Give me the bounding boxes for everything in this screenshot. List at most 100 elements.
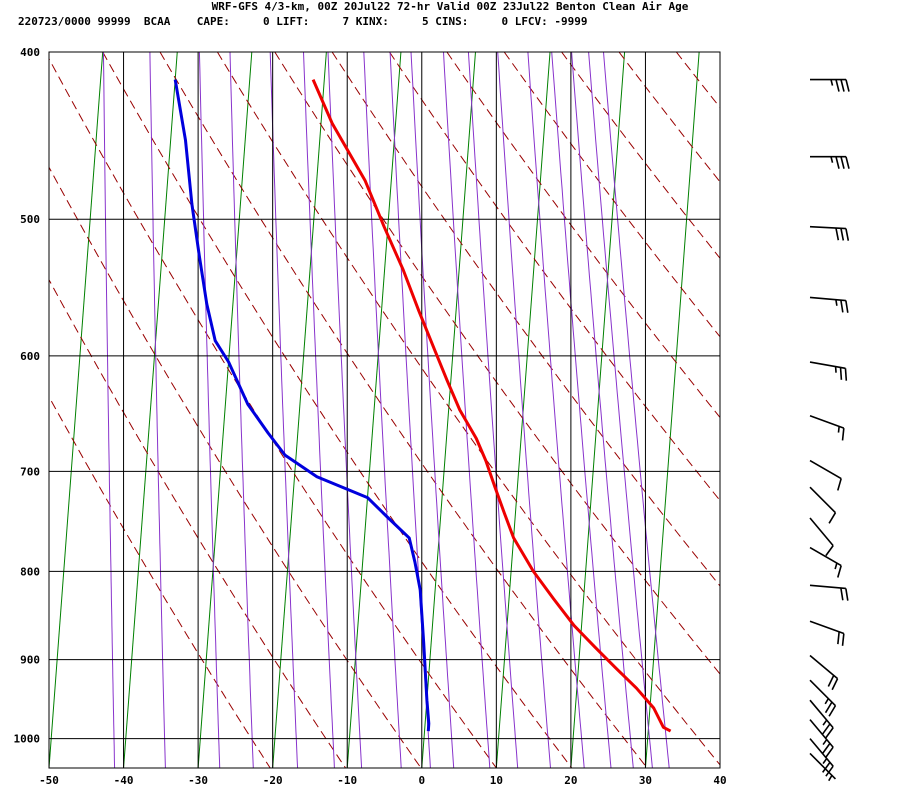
wind-barb-half-feather bbox=[830, 79, 834, 86]
x-tick-label: 10 bbox=[490, 774, 503, 787]
wind-barb-feather bbox=[837, 565, 842, 578]
isotherm-line bbox=[719, 761, 720, 768]
wind-barb-staff bbox=[809, 620, 845, 635]
plot-frame bbox=[48, 51, 721, 769]
isotherm-line bbox=[123, 52, 178, 768]
dry-adiabat-line bbox=[446, 52, 720, 419]
mixing-ratio-line bbox=[588, 52, 653, 768]
mixing-ratio-line bbox=[603, 52, 670, 768]
x-tick-label: -30 bbox=[188, 774, 208, 787]
mixing-ratio-line bbox=[443, 52, 491, 768]
background-lines bbox=[49, 52, 900, 768]
x-tick-label: -10 bbox=[337, 774, 357, 787]
y-tick-label: 900 bbox=[20, 654, 40, 667]
x-tick-label: -50 bbox=[39, 774, 59, 787]
mixing-ratio-line bbox=[571, 52, 634, 768]
mixing-ratio-line bbox=[551, 52, 612, 768]
wind-barb-half-feather bbox=[834, 562, 838, 570]
wind-barb-feather bbox=[845, 156, 850, 169]
grid bbox=[48, 51, 721, 769]
x-tick-label: -20 bbox=[263, 774, 283, 787]
wind-barb-staff bbox=[809, 699, 834, 729]
dry-adiabat-line bbox=[675, 52, 720, 109]
dry-adiabat-line bbox=[618, 52, 720, 183]
wind-barb-feather bbox=[845, 588, 849, 601]
wind-barb bbox=[809, 486, 837, 524]
mixing-ratio-line bbox=[303, 52, 335, 768]
x-tick-label: 30 bbox=[639, 774, 652, 787]
wind-barb-feather bbox=[822, 761, 831, 773]
wind-barb bbox=[809, 415, 845, 441]
wind-barb-staff bbox=[809, 738, 834, 767]
mixing-ratio-line bbox=[198, 52, 221, 768]
wind-barb-feather bbox=[840, 79, 845, 92]
wind-barb-feather bbox=[828, 705, 837, 717]
wind-barb-feather bbox=[835, 156, 840, 169]
wind-barb-feather bbox=[831, 678, 839, 691]
isotherm-line bbox=[421, 52, 476, 768]
wind-barb bbox=[809, 361, 848, 381]
isotherm-line bbox=[570, 52, 626, 768]
wind-barb bbox=[809, 752, 837, 782]
wind-barb-feather bbox=[841, 428, 845, 441]
y-tick-label: 700 bbox=[20, 465, 40, 478]
wind-barb-staff bbox=[809, 584, 846, 590]
wind-barb-feather bbox=[845, 228, 850, 241]
y-tick-label: 500 bbox=[20, 213, 40, 226]
wind-barb-half-feather bbox=[828, 774, 833, 782]
dry-adiabat-line bbox=[331, 52, 720, 587]
mixing-ratio-line bbox=[363, 52, 402, 768]
x-tick-label: 0 bbox=[418, 774, 425, 787]
wind-barb-staff bbox=[809, 459, 842, 480]
y-tick-label: 800 bbox=[20, 565, 40, 578]
x-tick-label: 20 bbox=[564, 774, 577, 787]
wind-barb-half-feather bbox=[830, 156, 834, 163]
wind-barb-half-feather bbox=[822, 758, 828, 765]
wind-barb-feather bbox=[825, 746, 834, 758]
dry-adiabat-line bbox=[791, 52, 900, 768]
isotherm-line bbox=[869, 52, 900, 768]
wind-barb-half-feather bbox=[822, 739, 828, 746]
isotherm-line bbox=[495, 52, 551, 768]
wind-barb-feather bbox=[825, 545, 834, 557]
y-tick-label: 400 bbox=[20, 46, 40, 59]
wind-barb-staff bbox=[809, 296, 846, 302]
wind-barb bbox=[809, 620, 845, 646]
mixing-ratio-line bbox=[327, 52, 363, 768]
wind-barb-feather bbox=[835, 227, 840, 241]
y-tick-label: 600 bbox=[20, 350, 40, 363]
wind-barb-staff bbox=[809, 546, 842, 567]
isotherm-line bbox=[272, 52, 327, 768]
mixing-ratio-line bbox=[102, 52, 116, 768]
mixing-ratio-line bbox=[149, 52, 166, 768]
isotherm-line bbox=[346, 52, 402, 768]
chart-title: WRF-GFS 4/3-km, 00Z 20Jul22 72-hr Valid … bbox=[211, 0, 689, 13]
mixing-ratio-line bbox=[497, 52, 551, 768]
wind-barb-staff bbox=[809, 486, 837, 514]
y-tick-label: 1000 bbox=[14, 733, 41, 746]
isotherm-line bbox=[644, 52, 700, 768]
dry-adiabat-line bbox=[49, 278, 347, 768]
sounding-indices: 220723/0000 99999 BCAA CAPE: 0 LIFT: 7 K… bbox=[18, 15, 588, 28]
wind-barb-feather bbox=[822, 723, 831, 735]
wind-barb bbox=[810, 78, 850, 92]
dry-adiabat-line bbox=[49, 57, 497, 768]
dry-adiabat-line bbox=[159, 52, 648, 768]
wind-barb-staff bbox=[809, 679, 837, 707]
wind-barb-half-feather bbox=[837, 426, 840, 433]
mixing-ratio-line bbox=[527, 52, 585, 768]
wind-barb-feather bbox=[828, 512, 837, 524]
x-tick-label: -40 bbox=[114, 774, 134, 787]
isotherm-line bbox=[795, 52, 849, 768]
wind-barb bbox=[809, 654, 839, 691]
profiles bbox=[173, 79, 672, 733]
wind-barb-staff bbox=[809, 225, 846, 230]
dry-adiabat-line bbox=[49, 395, 271, 768]
wind-barb-feather bbox=[827, 675, 835, 687]
wind-barb bbox=[809, 584, 849, 601]
wind-barb-feather bbox=[844, 368, 848, 381]
wind-barb-feather bbox=[824, 701, 833, 714]
mixing-ratio-line bbox=[229, 52, 254, 768]
wind-barb-feather bbox=[840, 228, 845, 241]
